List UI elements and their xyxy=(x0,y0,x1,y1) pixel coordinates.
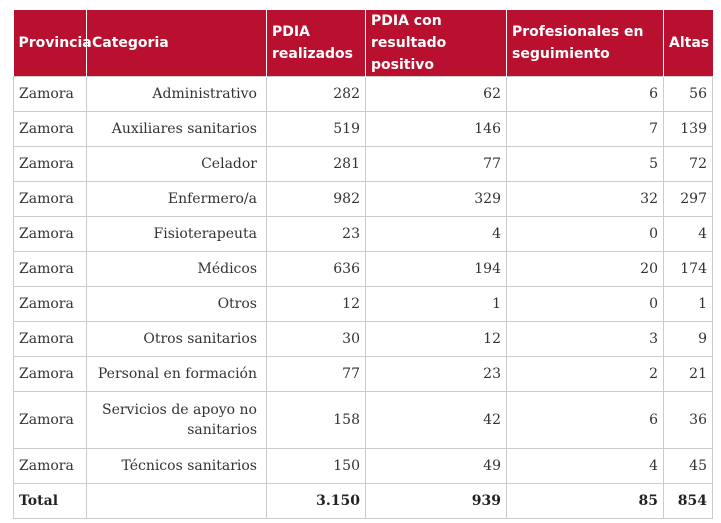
cell-categoria: Médicos xyxy=(86,251,267,287)
cell-profesionales: 0 xyxy=(506,216,664,252)
table-row: Zamora Enfermero/a 982 329 32 297 xyxy=(13,181,713,217)
cell-provincia: Zamora xyxy=(13,111,87,147)
cell-pdia: 30 xyxy=(266,321,366,357)
cell-provincia: Zamora xyxy=(13,76,87,112)
cell-pdia: 519 xyxy=(266,111,366,147)
table-row: Zamora Otros sanitarios 30 12 3 9 xyxy=(13,321,713,357)
total-row: Total 3.150 939 85 854 xyxy=(13,483,713,519)
cell-altas: 56 xyxy=(663,76,713,112)
cell-pdia: 77 xyxy=(266,356,366,392)
table-row: Zamora Fisioterapeuta 23 4 0 4 xyxy=(13,216,713,252)
cell-altas: 9 xyxy=(663,321,713,357)
table-header: Provincia Categoria PDIA realizados PDIA… xyxy=(13,10,713,77)
cell-provincia: Zamora xyxy=(13,216,87,252)
table-row: Zamora Auxiliares sanitarios 519 146 7 1… xyxy=(13,111,713,147)
cell-altas: 21 xyxy=(663,356,713,392)
table-row: Zamora Otros 12 1 0 1 xyxy=(13,286,713,322)
cell-provincia: Zamora xyxy=(13,251,87,287)
cell-provincia: Zamora xyxy=(13,286,87,322)
cell-altas: 297 xyxy=(663,181,713,217)
cell-pdia: 23 xyxy=(266,216,366,252)
header-altas: Altas xyxy=(663,10,713,77)
cell-altas: 36 xyxy=(663,391,713,449)
cell-positivo: 1 xyxy=(365,286,507,322)
cell-positivo: 23 xyxy=(365,356,507,392)
cell-altas: 174 xyxy=(663,251,713,287)
cell-profesionales: 6 xyxy=(506,391,664,449)
cell-profesionales: 0 xyxy=(506,286,664,322)
cell-positivo: 194 xyxy=(365,251,507,287)
cell-profesionales: 2 xyxy=(506,356,664,392)
cell-positivo: 42 xyxy=(365,391,507,449)
cell-categoria: Otros sanitarios xyxy=(86,321,267,357)
cell-pdia: 158 xyxy=(266,391,366,449)
cell-altas: 139 xyxy=(663,111,713,147)
cell-profesionales: 4 xyxy=(506,448,664,484)
table-row: Zamora Personal en formación 77 23 2 21 xyxy=(13,356,713,392)
cell-pdia: 982 xyxy=(266,181,366,217)
cell-positivo: 49 xyxy=(365,448,507,484)
cell-categoria: Administrativo xyxy=(86,76,267,112)
cell-categoria: Celador xyxy=(86,146,267,182)
header-categoria: Categoria xyxy=(86,10,267,77)
cell-profesionales: 3 xyxy=(506,321,664,357)
cell-positivo: 77 xyxy=(365,146,507,182)
cell-positivo: 4 xyxy=(365,216,507,252)
total-profesionales: 85 xyxy=(506,483,664,519)
cell-profesionales: 7 xyxy=(506,111,664,147)
header-provincia: Provincia xyxy=(13,10,92,77)
table-row: Zamora Médicos 636 194 20 174 xyxy=(13,251,713,287)
table-row: Zamora Celador 281 77 5 72 xyxy=(13,146,713,182)
cell-pdia: 281 xyxy=(266,146,366,182)
total-positivo: 939 xyxy=(365,483,507,519)
header-pdia-positivo: PDIA con resultado positivo xyxy=(365,10,507,77)
cell-categoria: Fisioterapeuta xyxy=(86,216,267,252)
cell-pdia: 282 xyxy=(266,76,366,112)
cell-categoria: Servicios de apoyo no sanitarios xyxy=(86,391,267,449)
cell-profesionales: 6 xyxy=(506,76,664,112)
cell-altas: 45 xyxy=(663,448,713,484)
cell-categoria: Personal en formación xyxy=(86,356,267,392)
cell-positivo: 146 xyxy=(365,111,507,147)
total-pdia: 3.150 xyxy=(266,483,366,519)
cell-provincia: Zamora xyxy=(13,146,87,182)
total-altas: 854 xyxy=(663,483,713,519)
header-profesionales: Profesionales en seguimiento xyxy=(506,10,664,77)
cell-pdia: 12 xyxy=(266,286,366,322)
cell-provincia: Zamora xyxy=(13,356,87,392)
total-label: Total xyxy=(13,483,87,519)
cell-positivo: 62 xyxy=(365,76,507,112)
cell-profesionales: 20 xyxy=(506,251,664,287)
cell-positivo: 12 xyxy=(365,321,507,357)
cell-positivo: 329 xyxy=(365,181,507,217)
cell-categoria: Enfermero/a xyxy=(86,181,267,217)
cell-pdia: 636 xyxy=(266,251,366,287)
cell-provincia: Zamora xyxy=(13,321,87,357)
table-body: Zamora Administrativo 282 62 6 56 Zamora… xyxy=(13,76,713,519)
cell-profesionales: 32 xyxy=(506,181,664,217)
header-pdia-realizados: PDIA realizados xyxy=(266,10,366,77)
header-row: Provincia Categoria PDIA realizados PDIA… xyxy=(13,10,713,77)
cell-profesionales: 5 xyxy=(506,146,664,182)
total-categoria-empty xyxy=(86,483,267,519)
table-row: Zamora Administrativo 282 62 6 56 xyxy=(13,76,713,112)
cell-categoria: Auxiliares sanitarios xyxy=(86,111,267,147)
cell-provincia: Zamora xyxy=(13,391,87,449)
cell-categoria: Técnicos sanitarios xyxy=(86,448,267,484)
cell-provincia: Zamora xyxy=(13,181,87,217)
cell-pdia: 150 xyxy=(266,448,366,484)
cell-altas: 4 xyxy=(663,216,713,252)
table-row: Zamora Servicios de apoyo no sanitarios … xyxy=(13,391,713,449)
cell-provincia: Zamora xyxy=(13,448,87,484)
cell-altas: 72 xyxy=(663,146,713,182)
cell-altas: 1 xyxy=(663,286,713,322)
cell-categoria: Otros xyxy=(86,286,267,322)
data-table: Provincia Categoria PDIA realizados PDIA… xyxy=(13,10,713,519)
table-row: Zamora Técnicos sanitarios 150 49 4 45 xyxy=(13,448,713,484)
